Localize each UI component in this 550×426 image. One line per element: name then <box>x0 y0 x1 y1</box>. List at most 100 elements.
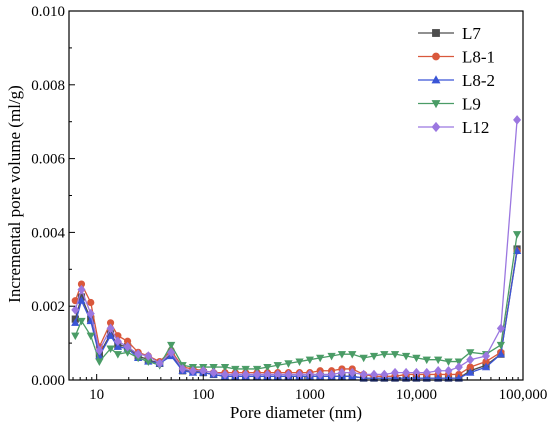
data-point-l12 <box>123 342 132 352</box>
data-point-l9 <box>284 360 293 368</box>
data-point-l12 <box>71 305 80 315</box>
data-point-l9 <box>369 352 379 361</box>
data-point-l12 <box>454 362 463 372</box>
data-point-l9 <box>359 354 368 363</box>
series-l9 <box>71 231 522 374</box>
data-point-l12 <box>209 367 218 378</box>
axes: 10 100 1000 10,000 100,000 0.000 0.002 0.004 0.0… <box>31 4 547 403</box>
y-axis-label: Incremental pore volume (ml/g) <box>5 85 24 303</box>
data-point-l9 <box>231 365 240 374</box>
data-point-l9 <box>422 356 431 365</box>
data-point-l9 <box>305 356 314 365</box>
data-point-l9 <box>390 351 400 359</box>
data-point-l9 <box>263 363 272 372</box>
data-point-l9 <box>252 365 262 374</box>
data-point-l12 <box>220 369 230 380</box>
x-tick-label: 100,000 <box>499 387 548 403</box>
data-point-l12 <box>253 369 262 380</box>
legend-label-l12: L12 <box>462 118 489 137</box>
y-tick-label: 0.008 <box>31 78 65 94</box>
legend-item-l7: L7 <box>418 24 481 43</box>
data-point-l12 <box>496 323 505 334</box>
data-point-l9 <box>444 358 453 366</box>
data-point-l8-2 <box>496 349 506 358</box>
data-point-l8-2 <box>454 373 463 382</box>
data-point-l12 <box>348 367 357 378</box>
y-tick-label: 0.006 <box>31 152 65 168</box>
data-point-l12 <box>316 369 325 380</box>
x-tick-label: 100 <box>192 387 215 403</box>
x-tick-label: 1000 <box>295 387 325 403</box>
data-point-l12 <box>167 347 176 358</box>
y-tick-label: 0.000 <box>31 373 65 389</box>
data-point-l12 <box>144 351 153 361</box>
legend-marker-l12 <box>431 121 441 133</box>
data-point-l12 <box>241 369 250 380</box>
legend-marker-l7 <box>432 29 440 37</box>
legend-marker-l8-1 <box>432 52 440 61</box>
data-point-l9 <box>106 345 115 354</box>
data-point-l9 <box>273 362 282 370</box>
data-point-l9 <box>295 358 304 366</box>
data-point-l12 <box>284 369 293 380</box>
y-tick-label: 0.002 <box>31 299 65 315</box>
data-point-l12 <box>422 367 431 378</box>
data-point-l12 <box>337 367 346 378</box>
data-point-l12 <box>444 366 453 376</box>
data-point-l9 <box>220 363 230 372</box>
data-point-l12 <box>359 369 368 380</box>
data-point-l9 <box>512 231 522 239</box>
data-point-l9 <box>95 358 104 366</box>
legend: L7 L8-1 L8-2 L9 L12 <box>418 24 495 137</box>
data-point-l8-1 <box>87 298 95 307</box>
y-tick-label: 0.010 <box>31 4 65 20</box>
data-point-l9 <box>412 354 421 363</box>
data-point-l12 <box>482 351 491 361</box>
legend-item-l8-1: L8-1 <box>418 48 495 67</box>
legend-label-l9: L9 <box>462 95 481 114</box>
data-point-l12 <box>513 115 522 125</box>
plot-frame <box>68 10 524 381</box>
series-line-l12 <box>74 119 518 376</box>
legend-label-l8-2: L8-2 <box>462 71 495 90</box>
data-point-l9 <box>496 341 506 350</box>
data-point-l8-2 <box>77 296 86 304</box>
legend-label-l7: L7 <box>462 24 481 43</box>
data-point-l8-2 <box>466 368 475 376</box>
data-point-l9 <box>454 358 463 366</box>
data-point-l12 <box>391 367 400 378</box>
data-point-l9 <box>113 351 122 359</box>
x-tick-label: 10,000 <box>396 387 437 403</box>
data-point-l9 <box>241 365 250 374</box>
data-point-l9 <box>327 352 336 361</box>
data-point-l8-2 <box>422 373 431 382</box>
data-point-l12 <box>178 364 187 374</box>
data-point-l8-2 <box>434 373 443 382</box>
x-axis-label: Pore diameter (nm) <box>230 403 362 422</box>
data-point-l9 <box>86 332 95 341</box>
data-point-l8-2 <box>71 318 80 326</box>
y-tick-label: 0.004 <box>31 225 65 241</box>
data-point-l8-2 <box>481 362 491 371</box>
data-point-l8-2 <box>113 342 122 350</box>
data-point-l8-2 <box>106 331 115 339</box>
legend-label-l8-1: L8-1 <box>462 48 495 67</box>
data-point-l9 <box>434 356 443 365</box>
legend-item-l9: L9 <box>418 95 481 114</box>
data-point-l12 <box>77 284 86 295</box>
plot-area <box>71 115 522 382</box>
legend-item-l8-2: L8-2 <box>418 71 495 90</box>
data-point-l9 <box>77 317 86 326</box>
data-point-l9 <box>167 341 176 350</box>
data-point-l12 <box>86 308 95 319</box>
data-point-l12 <box>327 369 336 380</box>
data-point-l12 <box>434 366 443 376</box>
data-point-l9 <box>466 349 475 357</box>
data-point-l12 <box>155 358 164 369</box>
data-point-l12 <box>466 354 475 365</box>
data-point-l9 <box>337 351 347 359</box>
legend-marker-l9 <box>431 100 441 109</box>
data-point-l12 <box>188 366 197 376</box>
data-point-l9 <box>380 351 389 359</box>
data-point-l9 <box>209 363 218 372</box>
